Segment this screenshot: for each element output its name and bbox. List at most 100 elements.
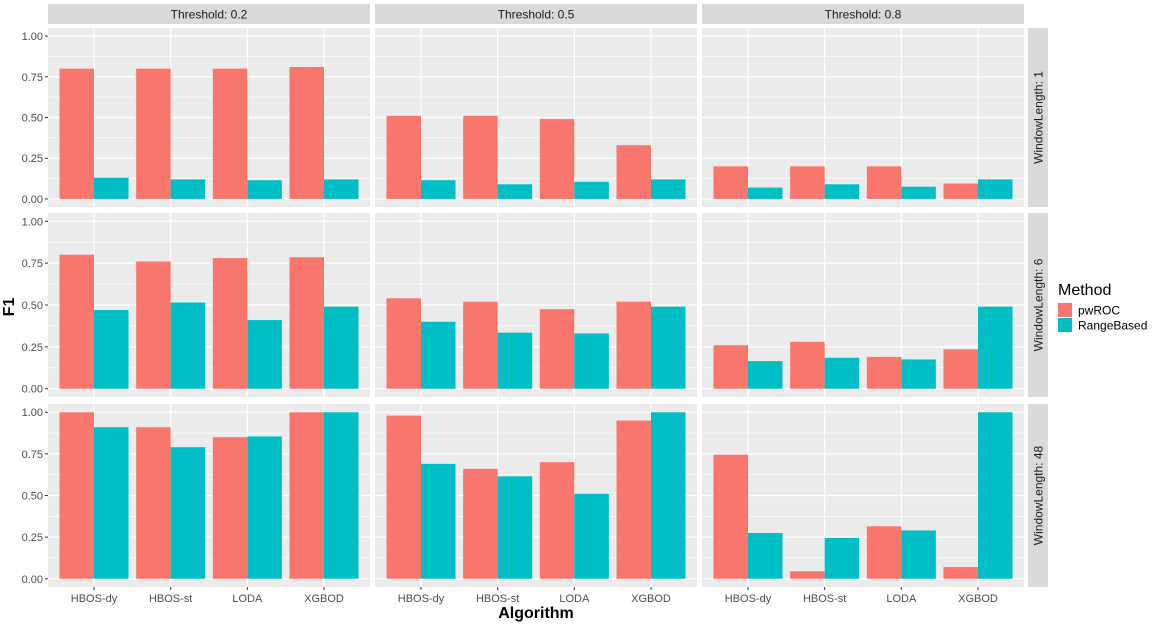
y-axis-title: F1 bbox=[1, 298, 18, 317]
bar-pwroc bbox=[616, 145, 651, 199]
bar-pwroc bbox=[463, 301, 498, 389]
bar-rangebased bbox=[94, 427, 129, 579]
x-tick-label: LODA bbox=[886, 593, 917, 605]
bar-rangebased bbox=[421, 321, 456, 389]
bar-pwroc bbox=[386, 298, 421, 389]
facet-panel bbox=[48, 28, 370, 207]
x-axis-title: Algorithm bbox=[498, 605, 574, 622]
bar-rangebased bbox=[748, 532, 783, 579]
bar-rangebased bbox=[574, 493, 609, 579]
row-strip bbox=[1028, 28, 1048, 207]
x-tick-label: HBOS-st bbox=[476, 593, 519, 605]
bar-pwroc bbox=[943, 567, 978, 579]
bar-rangebased bbox=[901, 359, 936, 389]
bar-pwroc bbox=[136, 68, 171, 199]
y-tick-label: 0.50 bbox=[22, 113, 43, 125]
bar-rangebased bbox=[651, 179, 686, 199]
y-tick-label: 1.00 bbox=[22, 407, 43, 419]
bar-pwroc bbox=[790, 166, 825, 199]
bar-rangebased bbox=[824, 357, 860, 389]
bar-pwroc bbox=[59, 254, 94, 389]
bar-rangebased bbox=[651, 412, 686, 579]
bar-pwroc bbox=[289, 412, 324, 579]
row-strip-label: WindowLength: 6 bbox=[1032, 258, 1046, 351]
y-tick-label: 0.75 bbox=[22, 72, 43, 84]
bar-rangebased bbox=[824, 537, 860, 579]
bar-rangebased bbox=[901, 530, 936, 579]
bar-rangebased bbox=[978, 306, 1013, 389]
facet-panel bbox=[48, 404, 370, 587]
y-tick-label: 0.00 bbox=[22, 574, 43, 586]
column-strip bbox=[48, 4, 370, 24]
bar-rangebased bbox=[497, 476, 533, 579]
bar-rangebased bbox=[170, 447, 206, 579]
column-strip-label: Threshold: 0.5 bbox=[498, 8, 575, 22]
bar-pwroc bbox=[386, 115, 421, 199]
bar-rangebased bbox=[651, 306, 686, 389]
bar-pwroc bbox=[866, 356, 902, 389]
bar-rangebased bbox=[247, 320, 282, 389]
bar-pwroc bbox=[790, 571, 825, 579]
x-tick-label: XGBOD bbox=[304, 593, 344, 605]
bar-rangebased bbox=[94, 177, 129, 199]
bar-pwroc bbox=[539, 309, 575, 389]
bar-pwroc bbox=[943, 183, 978, 199]
x-tick-label: HBOS-st bbox=[149, 593, 192, 605]
bar-rangebased bbox=[978, 179, 1013, 199]
bar-rangebased bbox=[978, 412, 1013, 579]
bar-pwroc bbox=[463, 115, 498, 199]
bar-rangebased bbox=[324, 306, 359, 389]
x-tick-label: LODA bbox=[232, 593, 263, 605]
bar-rangebased bbox=[247, 180, 282, 199]
bar-pwroc bbox=[713, 454, 748, 579]
bar-pwroc bbox=[289, 67, 324, 199]
facet-panel bbox=[48, 213, 370, 397]
bar-rangebased bbox=[170, 179, 206, 199]
bar-rangebased bbox=[497, 332, 533, 389]
y-tick-label: 0.00 bbox=[22, 194, 43, 206]
facet-panel bbox=[702, 213, 1024, 397]
y-tick-label: 0.50 bbox=[22, 300, 43, 312]
column-strip bbox=[375, 4, 697, 24]
y-tick-label: 0.50 bbox=[22, 491, 43, 503]
legend-label-pwroc: pwROC bbox=[1078, 304, 1120, 318]
bar-rangebased bbox=[94, 310, 129, 389]
row-strip bbox=[1028, 404, 1048, 587]
bar-pwroc bbox=[463, 468, 498, 579]
x-axis: HBOS-dy HBOS-st LODA XGBOD HBOS-dy HBOS-st LOD… bbox=[71, 587, 998, 605]
row-strip bbox=[1028, 213, 1048, 397]
bar-pwroc bbox=[616, 420, 651, 579]
bar-rangebased bbox=[497, 184, 533, 199]
bar-rangebased bbox=[421, 463, 456, 579]
y-tick-label: 0.00 bbox=[22, 384, 43, 396]
x-tick-label: HBOS-st bbox=[803, 593, 846, 605]
x-tick-label: LODA bbox=[559, 593, 590, 605]
column-strip-label: Threshold: 0.8 bbox=[825, 8, 902, 22]
bar-pwroc bbox=[713, 166, 748, 199]
bar-pwroc bbox=[713, 345, 748, 389]
facet-panel bbox=[702, 28, 1024, 207]
legend-key-pwroc bbox=[1058, 303, 1072, 317]
x-tick-label: HBOS-dy bbox=[725, 593, 772, 605]
y-tick-label: 0.25 bbox=[22, 532, 43, 544]
bar-rangebased bbox=[748, 187, 783, 199]
facet-panel bbox=[702, 404, 1024, 587]
y-tick-label: 0.75 bbox=[22, 449, 43, 461]
bar-pwroc bbox=[136, 261, 171, 389]
column-strip bbox=[702, 4, 1024, 24]
bar-rangebased bbox=[324, 179, 359, 199]
bar-pwroc bbox=[136, 427, 171, 579]
bar-pwroc bbox=[616, 301, 651, 389]
bar-pwroc bbox=[943, 349, 978, 389]
y-tick-label: 1.00 bbox=[22, 31, 43, 43]
panels-layer: Threshold: 0.2 Threshold: 0.5 Threshold: 0… bbox=[48, 4, 1048, 587]
bar-rangebased bbox=[247, 436, 282, 579]
bar-pwroc bbox=[212, 258, 248, 389]
bar-rangebased bbox=[824, 184, 860, 199]
legend-key-rangebased bbox=[1058, 318, 1072, 332]
bar-pwroc bbox=[866, 166, 902, 199]
bar-rangebased bbox=[748, 361, 783, 389]
bar-pwroc bbox=[59, 412, 94, 579]
row-strip-label: WindowLength: 48 bbox=[1032, 445, 1046, 545]
y-tick-label: 1.00 bbox=[22, 216, 43, 228]
